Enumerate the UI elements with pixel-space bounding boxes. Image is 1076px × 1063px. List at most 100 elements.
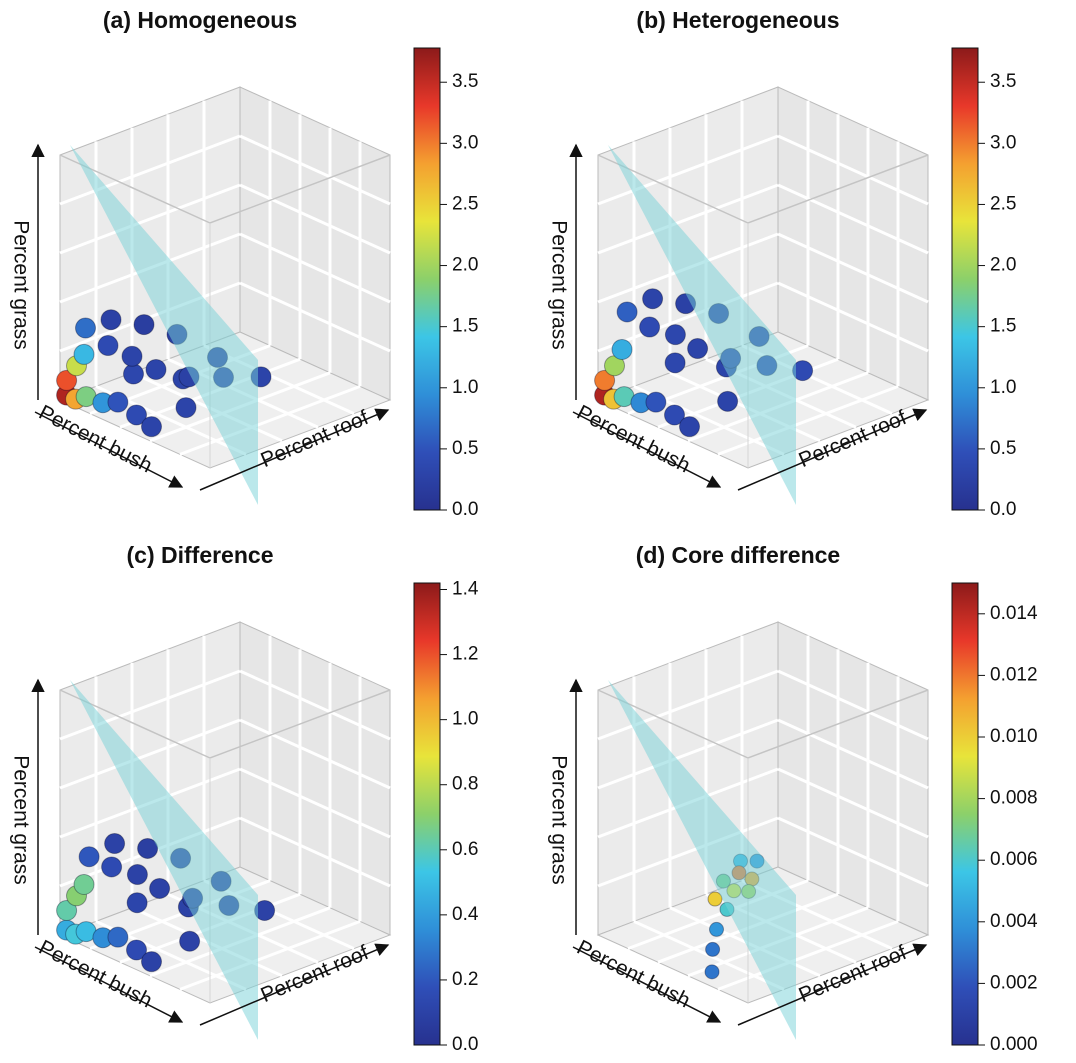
point [179, 930, 201, 952]
colorbar-tick-label: 2.0 [990, 255, 1016, 276]
point [707, 891, 723, 907]
colorbar-tick-label: 0.0 [990, 499, 1016, 520]
colorbar-tick-label: 0.010 [990, 726, 1038, 747]
point [75, 317, 96, 339]
wall-grid [239, 134, 391, 206]
colorbar-tick-label: 0.004 [990, 911, 1038, 932]
point [175, 397, 197, 419]
colorbar-tick-label: 0.0 [452, 1034, 478, 1055]
colorbar-tick-label: 0.6 [452, 839, 478, 860]
colorbar-tick-label: 1.0 [990, 377, 1016, 398]
colorbar-tick-label: 1.2 [452, 644, 478, 665]
colorbar [951, 47, 979, 511]
point [611, 339, 633, 360]
colorbar [413, 582, 441, 1046]
colorbar-tick-label: 1.4 [452, 579, 479, 600]
chart-title: (a) Homogeneous [103, 7, 297, 33]
colorbar-tick-label: 0.2 [452, 969, 478, 990]
colorbar-tick-label: 0.5 [452, 438, 478, 459]
point [126, 939, 147, 961]
chart-title: (b) Heterogeneous [636, 7, 839, 33]
colorbar-tick-label: 1.0 [452, 709, 478, 730]
point [56, 369, 78, 391]
colorbar-tick-label: 2.5 [452, 193, 478, 214]
point [679, 416, 700, 438]
point [73, 874, 95, 895]
chart-title: (d) Core difference [636, 542, 840, 568]
colorbar-tick-label: 1.5 [452, 316, 478, 337]
wall-grid [239, 816, 391, 888]
point [717, 390, 739, 412]
point [121, 345, 143, 367]
colorbar-tick-label: 3.5 [990, 71, 1016, 92]
wall-grid [239, 669, 391, 741]
point [704, 964, 720, 980]
axis-arrow [34, 946, 184, 1023]
point [126, 404, 147, 426]
axis-arrow [199, 408, 390, 491]
point [126, 892, 148, 914]
colorbar-tick-label: 0.012 [990, 664, 1038, 685]
point [664, 404, 685, 426]
colorbar-tick-label: 1.0 [452, 377, 478, 398]
point [107, 926, 129, 948]
wall-grid [239, 232, 391, 304]
point [709, 921, 724, 937]
wall-grid [777, 183, 929, 255]
colorbar-tick-label: 0.0 [452, 499, 478, 520]
wall-grid [239, 281, 391, 353]
z-axis-label: Percent grass [547, 755, 570, 885]
wall-grid [777, 281, 929, 353]
point [100, 309, 122, 331]
colorbar-tick-label: 3.0 [452, 132, 478, 153]
colorbar-tick-label: 0.000 [990, 1034, 1038, 1055]
point [123, 363, 144, 385]
plane [70, 680, 258, 1040]
axis-arrow [199, 943, 390, 1026]
point [56, 900, 78, 921]
point [705, 941, 721, 957]
colorbar-tick-label: 0.006 [990, 849, 1038, 870]
colorbar-tick-label: 3.0 [990, 132, 1016, 153]
point [642, 288, 664, 310]
axis-arrow [737, 408, 928, 491]
wall-grid [597, 183, 779, 255]
point [664, 324, 686, 346]
point [616, 301, 638, 323]
colorbar-tick-label: 0.8 [452, 774, 478, 795]
point [639, 316, 661, 338]
point [594, 369, 616, 391]
colorbar-tick-label: 2.0 [452, 255, 478, 276]
colorbar-tick-label: 0.008 [990, 788, 1038, 809]
colorbar-tick-label: 0.4 [452, 904, 479, 925]
z-axis-label: Percent grass [547, 220, 570, 350]
point [104, 833, 126, 855]
point [107, 391, 129, 413]
axis-arrow [737, 943, 928, 1026]
point [126, 864, 148, 886]
point [73, 343, 95, 365]
point [137, 837, 159, 859]
point [141, 951, 162, 973]
wall-grid [777, 718, 929, 790]
axis-arrow [572, 946, 722, 1023]
point [664, 352, 686, 374]
wall-grid [597, 718, 779, 790]
wall-grid [777, 134, 929, 206]
plane [608, 680, 796, 1040]
chart-title: (c) Difference [127, 542, 274, 568]
z-axis-label: Percent grass [9, 755, 32, 885]
colorbar-tick-label: 1.5 [990, 316, 1016, 337]
point [78, 846, 100, 868]
point [141, 416, 162, 438]
colorbar-tick-label: 0.002 [990, 972, 1038, 993]
wall-grid [777, 232, 929, 304]
colorbar [951, 582, 979, 1046]
wall-grid [597, 669, 779, 741]
point [133, 314, 155, 336]
colorbar-tick-label: 0.014 [990, 603, 1038, 624]
